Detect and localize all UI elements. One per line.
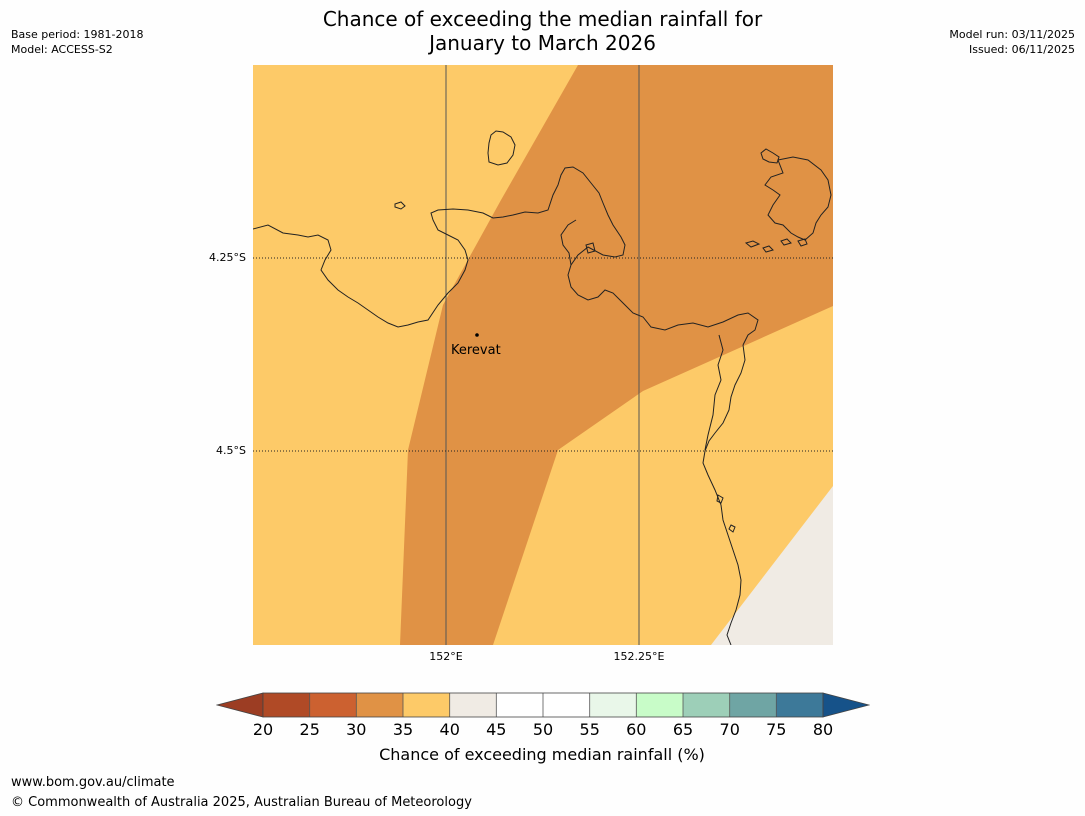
region-30-35 <box>400 65 833 645</box>
colorbar-tick: 20 <box>252 720 274 739</box>
colorbar-extend-high <box>822 692 870 718</box>
colorbar-seg-35-40 <box>403 693 450 717</box>
colorbar-seg-60-65 <box>636 693 683 717</box>
kerevat-marker <box>475 333 479 337</box>
colorbar-seg-40-45 <box>449 693 497 717</box>
lon-label-152-25: 152.25°E <box>613 650 665 663</box>
title-line-2: January to March 2026 <box>429 31 656 55</box>
colorbar-tick: 60 <box>626 720 647 739</box>
colorbar-tick: 70 <box>719 720 740 739</box>
region-40-45 <box>711 486 833 645</box>
colorbar-label: Chance of exceeding median rainfall (%) <box>379 745 705 764</box>
footer-url: www.bom.gov.au/climate <box>11 775 175 790</box>
colorbar-seg-45-50 <box>496 693 543 717</box>
colorbar <box>216 692 870 718</box>
colorbar-seg-20-25 <box>263 693 310 717</box>
colorbar-tick: 75 <box>766 720 787 739</box>
colorbar-tick: 40 <box>439 720 460 739</box>
lon-label-152: 152°E <box>429 650 463 663</box>
colorbar-seg-75-80 <box>776 693 823 717</box>
lat-label-4-5: 4.5°S <box>216 444 246 457</box>
model-text: Model: ACCESS-S2 <box>11 43 113 56</box>
colorbar-seg-65-70 <box>683 693 730 717</box>
colorbar-tick: 55 <box>579 720 600 739</box>
title-line-1: Chance of exceeding the median rainfall … <box>322 7 763 31</box>
lat-label-4-25: 4.25°S <box>209 251 246 264</box>
place-label-kerevat: Kerevat <box>451 343 501 358</box>
colorbar-seg-55-60 <box>589 693 637 717</box>
forecast-map <box>253 65 833 645</box>
colorbar-seg-25-30 <box>309 693 357 717</box>
colorbar-seg-70-75 <box>729 693 777 717</box>
issued-text: Issued: 06/11/2025 <box>968 43 1075 56</box>
meta-right: Model run: 03/11/2025 Issued: 06/11/2025 <box>949 27 1075 57</box>
colorbar-extend-low <box>216 692 264 718</box>
colorbar-seg-30-35 <box>356 693 403 717</box>
coastline <box>253 130 832 645</box>
colorbar-tick: 35 <box>392 720 414 739</box>
map-title: Chance of exceeding the median rainfall … <box>250 7 835 55</box>
base-period-text: Base period: 1981-2018 <box>11 28 144 41</box>
colorbar-tick: 45 <box>486 720 507 739</box>
colorbar-seg-50-55 <box>543 693 590 717</box>
meta-left: Base period: 1981-2018 Model: ACCESS-S2 <box>11 27 143 57</box>
footer-copyright: © Commonwealth of Australia 2025, Austra… <box>11 795 472 810</box>
colorbar-tick: 50 <box>532 720 554 739</box>
colorbar-tick: 30 <box>346 720 367 739</box>
colorbar-tick: 80 <box>812 720 834 739</box>
model-run-text: Model run: 03/11/2025 <box>949 28 1075 41</box>
colorbar-tick: 65 <box>672 720 694 739</box>
colorbar-tick: 25 <box>299 720 320 739</box>
